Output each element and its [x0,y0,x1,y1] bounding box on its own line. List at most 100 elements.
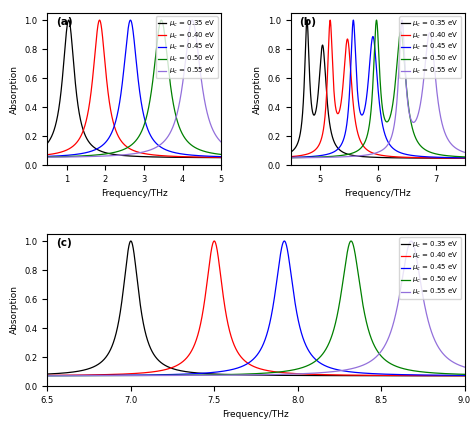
Line: $\mu_c$ = 0.55 eV: $\mu_c$ = 0.55 eV [47,20,221,157]
$\mu_c$ = 0.50 eV [204,372,210,378]
$\mu_c$ = 0.55 eV [456,148,462,153]
$\mu_c$ = 0.40 eV [45,152,50,157]
$\mu_c$ = 0.45 eV [409,372,414,378]
$\mu_c$ = 0.55 eV [462,150,467,155]
X-axis label: Frequency/THz: Frequency/THz [223,411,289,420]
Line: $\mu_c$ = 0.55 eV: $\mu_c$ = 0.55 eV [291,20,465,158]
$\mu_c$ = 0.35 eV [371,155,376,160]
X-axis label: Frequency/THz: Frequency/THz [344,190,411,199]
$\mu_c$ = 0.40 eV [462,156,467,161]
$\mu_c$ = 0.55 eV [362,153,368,158]
$\mu_c$ = 0.55 eV [75,154,81,160]
$\mu_c$ = 0.50 eV [219,152,224,157]
$\mu_c$ = 0.40 eV [111,123,117,128]
$\mu_c$ = 0.45 eV [462,373,467,378]
$\mu_c$ = 0.35 eV [362,154,368,160]
$\mu_c$ = 0.45 eV [45,373,50,378]
$\mu_c$ = 0.50 eV [64,154,70,159]
$\mu_c$ = 0.35 eV [462,373,467,378]
$\mu_c$ = 0.50 eV [215,151,221,157]
$\mu_c$ = 0.40 eV [117,372,123,377]
$\mu_c$ = 0.55 eV [399,18,405,23]
$\mu_c$ = 0.40 eV [448,155,454,160]
$\mu_c$ = 0.35 eV [223,372,228,377]
$\mu_c$ = 0.35 eV [64,23,70,28]
$\mu_c$ = 0.40 eV [219,155,224,160]
$\mu_c$ = 0.55 eV [448,141,454,146]
$\mu_c$ = 0.50 eV [361,142,366,147]
$\mu_c$ = 0.45 eV [75,151,81,157]
$\mu_c$ = 0.55 eV [371,151,376,156]
$\mu_c$ = 0.50 eV [409,368,414,373]
$\mu_c$ = 0.45 eV [371,34,376,39]
$\mu_c$ = 0.55 eV [215,136,221,141]
$\mu_c$ = 0.45 eV [64,153,70,158]
Line: $\mu_c$ = 0.35 eV: $\mu_c$ = 0.35 eV [47,241,465,376]
Legend: $\mu_c$ = 0.35 eV, $\mu_c$ = 0.40 eV, $\mu_c$ = 0.45 eV, $\mu_c$ = 0.50 eV, $\mu: $\mu_c$ = 0.35 eV, $\mu_c$ = 0.40 eV, $\… [399,16,461,79]
$\mu_c$ = 0.45 eV [361,110,366,115]
$\mu_c$ = 0.35 eV [75,100,81,105]
$\mu_c$ = 0.35 eV [45,372,50,377]
Line: $\mu_c$ = 0.35 eV: $\mu_c$ = 0.35 eV [291,20,465,158]
$\mu_c$ = 0.55 eV [414,115,420,120]
$\mu_c$ = 0.50 eV [223,372,228,377]
$\mu_c$ = 0.40 eV [45,373,50,378]
$\mu_c$ = 0.50 eV [45,154,50,160]
$\mu_c$ = 0.50 eV [348,239,354,244]
$\mu_c$ = 0.45 eV [462,155,467,160]
$\mu_c$ = 0.35 eV [288,150,293,155]
$\mu_c$ = 0.50 eV [158,18,164,23]
$\mu_c$ = 0.35 eV [92,364,98,369]
Text: (a): (a) [56,18,73,27]
$\mu_c$ = 0.55 eV [204,373,210,378]
$\mu_c$ = 0.35 eV [45,141,50,146]
$\mu_c$ = 0.55 eV [190,18,195,23]
$\mu_c$ = 0.50 eV [448,154,454,159]
$\mu_c$ = 0.45 eV [414,154,420,159]
$\mu_c$ = 0.45 eV [196,153,202,158]
$\mu_c$ = 0.45 eV [282,239,287,244]
$\mu_c$ = 0.40 eV [92,372,98,378]
Line: $\mu_c$ = 0.40 eV: $\mu_c$ = 0.40 eV [291,20,465,158]
$\mu_c$ = 0.45 eV [219,154,224,159]
Line: $\mu_c$ = 0.45 eV: $\mu_c$ = 0.45 eV [291,20,465,158]
$\mu_c$ = 0.40 eV [454,373,459,378]
$\mu_c$ = 0.55 eV [223,373,228,378]
$\mu_c$ = 0.40 eV [204,277,210,282]
Legend: $\mu_c$ = 0.35 eV, $\mu_c$ = 0.40 eV, $\mu_c$ = 0.45 eV, $\mu_c$ = 0.50 eV, $\mu: $\mu_c$ = 0.35 eV, $\mu_c$ = 0.40 eV, $\… [399,237,461,299]
Line: $\mu_c$ = 0.40 eV: $\mu_c$ = 0.40 eV [47,20,221,157]
$\mu_c$ = 0.55 eV [219,139,224,145]
$\mu_c$ = 0.35 eV [448,156,454,161]
$\mu_c$ = 0.55 eV [196,59,202,64]
$\mu_c$ = 0.40 eV [462,373,467,378]
$\mu_c$ = 0.45 eV [128,18,133,23]
$\mu_c$ = 0.50 eV [462,372,467,377]
$\mu_c$ = 0.40 eV [223,309,228,314]
$\mu_c$ = 0.50 eV [374,18,379,23]
$\mu_c$ = 0.55 eV [118,152,124,157]
$\mu_c$ = 0.40 eV [64,147,70,152]
$\mu_c$ = 0.55 eV [454,361,459,366]
$\mu_c$ = 0.50 eV [456,154,462,159]
$\mu_c$ = 0.40 eV [371,151,376,156]
$\mu_c$ = 0.40 eV [211,239,217,244]
$\mu_c$ = 0.35 eV [304,18,310,23]
$\mu_c$ = 0.40 eV [327,18,333,23]
$\mu_c$ = 0.50 eV [371,73,376,78]
$\mu_c$ = 0.40 eV [196,154,202,160]
$\mu_c$ = 0.50 eV [288,155,293,160]
$\mu_c$ = 0.45 eV [92,373,98,378]
$\mu_c$ = 0.55 eV [45,373,50,378]
$\mu_c$ = 0.50 eV [45,373,50,378]
$\mu_c$ = 0.50 eV [117,373,123,378]
$\mu_c$ = 0.50 eV [454,372,459,377]
$\mu_c$ = 0.50 eV [362,139,368,144]
$\mu_c$ = 0.45 eV [288,155,293,160]
$\mu_c$ = 0.35 eV [454,373,459,378]
$\mu_c$ = 0.55 eV [288,155,293,160]
$\mu_c$ = 0.55 eV [64,154,70,160]
$\mu_c$ = 0.50 eV [92,373,98,378]
$\mu_c$ = 0.40 eV [362,145,368,151]
Line: $\mu_c$ = 0.50 eV: $\mu_c$ = 0.50 eV [291,20,465,158]
$\mu_c$ = 0.50 eV [75,154,81,159]
